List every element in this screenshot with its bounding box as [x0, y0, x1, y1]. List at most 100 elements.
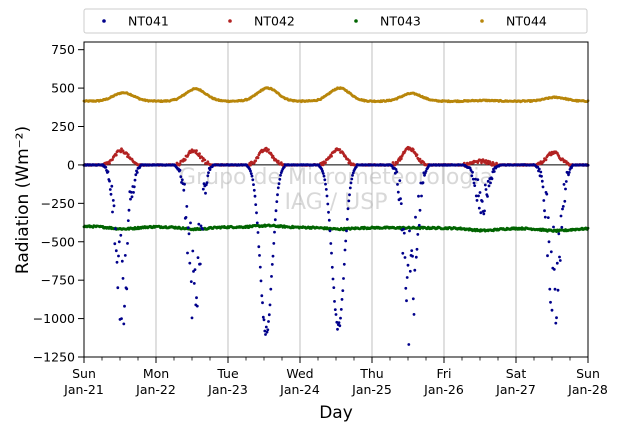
point-nt041: [483, 209, 486, 213]
point-nt041: [327, 210, 330, 214]
point-nt041: [333, 308, 337, 311]
point-nt041: [324, 188, 328, 191]
point-nt041: [553, 287, 557, 291]
point-nt041: [106, 170, 110, 174]
y-tick-label: −750: [41, 273, 75, 288]
point-nt041: [339, 316, 342, 320]
point-nt041: [394, 168, 398, 171]
point-nt041: [396, 183, 399, 186]
point-nt041: [182, 188, 186, 192]
point-nt041: [329, 242, 333, 245]
x-tick-label-day: Fri: [437, 366, 452, 381]
point-nt041: [188, 261, 192, 265]
point-nt041: [323, 178, 327, 182]
point-nt041: [179, 175, 183, 179]
point-nt041: [189, 221, 192, 225]
legend-label: NT044: [506, 14, 547, 29]
point-nt042: [393, 163, 397, 167]
y-axis-label: Radiation (Wm⁻²): [13, 126, 33, 274]
point-nt041: [482, 212, 486, 216]
point-nt041: [275, 200, 279, 204]
point-nt041: [187, 232, 191, 236]
watermark-line-2: IAG / USP: [285, 190, 388, 215]
point-nt041: [404, 286, 408, 290]
point-nt041: [180, 178, 184, 182]
point-nt041: [399, 202, 403, 206]
point-nt041: [252, 183, 255, 187]
point-nt042: [544, 158, 548, 162]
point-nt041: [264, 325, 268, 329]
point-nt042: [330, 154, 333, 158]
legend-marker: [480, 19, 484, 23]
point-nt041: [273, 230, 276, 234]
y-tick-label: −250: [41, 196, 75, 211]
point-nt041: [562, 183, 566, 186]
point-nt041: [129, 197, 132, 201]
point-nt041: [408, 229, 411, 233]
point-nt041: [260, 294, 264, 298]
point-nt041: [335, 320, 339, 324]
point-nt041: [483, 183, 487, 187]
point-nt041: [197, 222, 201, 226]
point-nt041: [549, 250, 553, 254]
point-nt041: [117, 254, 120, 258]
point-nt041: [269, 287, 273, 291]
point-nt041: [347, 199, 351, 203]
point-nt041: [474, 194, 478, 198]
point-nt041: [252, 188, 256, 192]
x-axis-ticks: SunJan-21MonJan-22TueJan-23WedJan-24ThuJ…: [63, 357, 608, 397]
point-nt041: [261, 301, 264, 305]
point-nt041: [195, 304, 199, 308]
point-nt042: [256, 156, 260, 160]
x-tick-label-day: Sat: [506, 366, 527, 381]
point-nt041: [267, 313, 271, 317]
point-nt042: [126, 153, 130, 157]
legend-label: NT043: [380, 14, 421, 29]
point-nt041: [332, 286, 336, 289]
point-nt041: [201, 187, 205, 191]
point-nt041: [567, 171, 571, 174]
y-tick-label: 0: [67, 157, 75, 172]
point-nt041: [114, 249, 118, 253]
x-tick-label-day: Thu: [359, 366, 383, 381]
grid-lines: [155, 42, 517, 357]
point-nt041: [130, 195, 134, 199]
point-nt041: [104, 165, 108, 169]
point-nt042: [267, 148, 270, 152]
point-nt042: [495, 161, 498, 165]
point-nt041: [251, 178, 255, 182]
point-nt041: [324, 182, 327, 186]
x-tick-label-date: Jan-25: [351, 382, 392, 397]
point-nt041: [327, 218, 331, 222]
point-nt041: [492, 170, 496, 173]
point-nt041: [543, 209, 546, 213]
point-nt041: [487, 184, 491, 188]
x-tick-label-date: Jan-23: [207, 382, 248, 397]
point-nt041: [133, 178, 137, 182]
point-nt041: [190, 316, 194, 320]
x-tick-label-date: Jan-28: [567, 382, 608, 397]
point-nt041: [336, 327, 339, 331]
point-nt042: [111, 158, 114, 162]
point-nt041: [405, 299, 408, 303]
point-nt041: [561, 205, 565, 208]
point-nt041: [282, 165, 286, 169]
point-nt041: [546, 216, 550, 220]
point-nt041: [542, 199, 546, 202]
point-nt041: [330, 251, 333, 255]
point-nt041: [479, 211, 483, 215]
point-nt042: [415, 153, 419, 157]
point-nt041: [266, 328, 270, 332]
point-nt041: [470, 174, 474, 178]
point-nt041: [564, 180, 568, 183]
x-tick-label-date: Jan-22: [135, 382, 176, 397]
point-nt041: [349, 181, 353, 185]
point-nt041: [192, 282, 196, 285]
point-nt041: [490, 177, 494, 181]
point-nt041: [546, 254, 549, 258]
point-nt041: [117, 240, 121, 244]
point-nt041: [545, 192, 549, 196]
point-nt042: [276, 159, 280, 163]
point-nt041: [351, 174, 354, 177]
